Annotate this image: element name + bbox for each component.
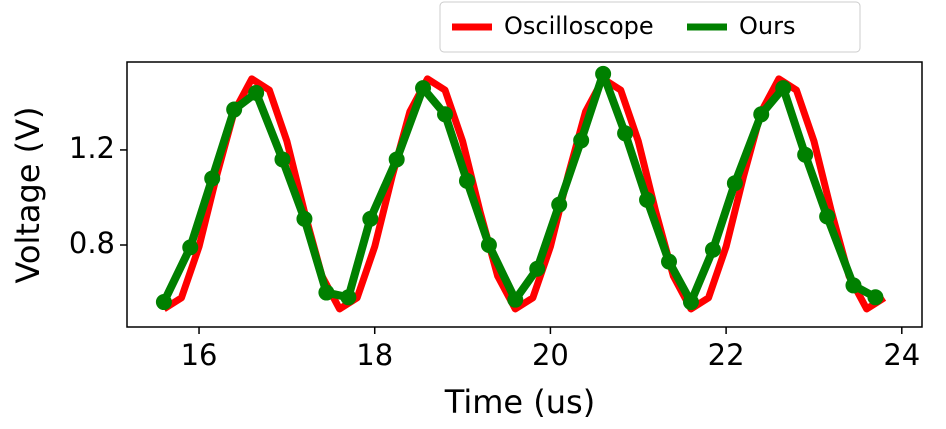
- data-point: [661, 253, 678, 270]
- legend-frame: [439, 1, 861, 53]
- legend-label: Oscilloscope: [504, 12, 654, 40]
- data-point: [704, 241, 721, 258]
- data-point: [726, 175, 743, 192]
- data-point: [226, 101, 243, 118]
- x-tick-label: 20: [532, 338, 569, 372]
- data-point: [182, 239, 199, 256]
- data-point: [595, 65, 612, 82]
- data-point: [362, 210, 379, 227]
- data-point: [318, 284, 335, 301]
- data-point: [155, 294, 172, 311]
- y-axis-label: Voltage (V): [9, 106, 47, 283]
- x-tick-label: 22: [708, 338, 745, 372]
- data-point: [204, 170, 221, 187]
- data-point: [340, 289, 357, 306]
- data-point: [437, 106, 453, 123]
- data-point: [480, 237, 497, 254]
- legend-label: Ours: [739, 12, 795, 40]
- data-point: [248, 84, 265, 101]
- series-line: [162, 75, 887, 313]
- data-point: [388, 151, 405, 168]
- data-point: [797, 146, 814, 163]
- x-tick-label: 18: [356, 338, 393, 372]
- data-point: [617, 125, 634, 142]
- data-point: [296, 210, 313, 227]
- data-point: [775, 80, 792, 97]
- data-point: [819, 208, 836, 225]
- y-tick-label: 1.2: [69, 131, 115, 165]
- series-line: [160, 69, 878, 307]
- y-tick-label: 0.8: [69, 226, 115, 260]
- data-point: [507, 291, 524, 308]
- x-axis-label: Time (us): [444, 383, 595, 421]
- data-point: [551, 196, 568, 213]
- data-point: [753, 106, 770, 123]
- data-point: [415, 80, 432, 97]
- data-point: [845, 277, 862, 294]
- data-point: [867, 289, 884, 306]
- data-point: [529, 260, 546, 277]
- x-tick-label: 24: [883, 338, 920, 372]
- plot-frame: [126, 61, 923, 328]
- x-tick-label: 16: [181, 338, 218, 372]
- data-point: [573, 132, 590, 149]
- legend: Oscilloscope Ours: [439, 1, 861, 53]
- data-point: [682, 294, 699, 311]
- data-point: [639, 191, 656, 208]
- data-point: [274, 151, 291, 168]
- data-point: [458, 172, 475, 189]
